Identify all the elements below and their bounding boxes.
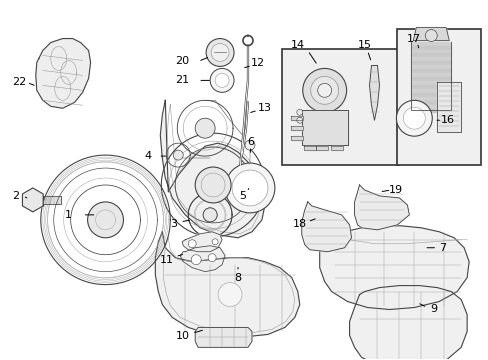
Circle shape	[218, 283, 242, 306]
Circle shape	[296, 117, 302, 123]
Text: 8: 8	[234, 273, 241, 283]
Circle shape	[206, 39, 234, 67]
Polygon shape	[410, 50, 450, 53]
Text: 11: 11	[160, 255, 174, 265]
Polygon shape	[319, 226, 468, 310]
Circle shape	[296, 109, 302, 115]
Text: 3: 3	[169, 219, 177, 229]
Circle shape	[173, 150, 183, 160]
Polygon shape	[182, 232, 222, 252]
Circle shape	[396, 100, 431, 136]
Polygon shape	[160, 100, 264, 238]
Text: 20: 20	[175, 57, 189, 67]
Polygon shape	[354, 185, 408, 230]
Text: 10: 10	[176, 332, 190, 341]
Polygon shape	[410, 69, 450, 72]
Polygon shape	[410, 97, 450, 100]
Text: 19: 19	[387, 185, 402, 195]
Circle shape	[244, 140, 254, 150]
Circle shape	[210, 68, 234, 92]
Polygon shape	[301, 110, 347, 145]
Circle shape	[302, 68, 346, 112]
Polygon shape	[330, 146, 342, 150]
Circle shape	[203, 208, 217, 222]
Circle shape	[195, 167, 230, 203]
Polygon shape	[369, 66, 379, 120]
Polygon shape	[410, 62, 450, 64]
Circle shape	[215, 73, 228, 87]
Polygon shape	[410, 41, 450, 45]
Polygon shape	[410, 81, 450, 84]
Circle shape	[87, 202, 123, 238]
Text: 5: 5	[239, 191, 246, 201]
Polygon shape	[410, 85, 450, 88]
Polygon shape	[410, 45, 450, 49]
Text: 15: 15	[357, 40, 371, 50]
Text: 18: 18	[292, 219, 306, 229]
Circle shape	[232, 170, 267, 206]
Polygon shape	[410, 101, 450, 104]
Circle shape	[191, 255, 201, 265]
Circle shape	[310, 76, 338, 104]
Polygon shape	[290, 126, 302, 130]
Polygon shape	[290, 116, 302, 120]
Text: 2: 2	[12, 191, 20, 201]
Text: 22: 22	[12, 77, 26, 87]
Text: 13: 13	[257, 103, 271, 113]
Polygon shape	[410, 105, 450, 108]
Circle shape	[317, 84, 331, 97]
Polygon shape	[301, 202, 351, 252]
Circle shape	[203, 208, 217, 222]
Polygon shape	[155, 232, 299, 337]
Circle shape	[195, 118, 215, 138]
Text: 7: 7	[438, 243, 445, 253]
Text: 6: 6	[247, 137, 254, 147]
Text: 1: 1	[65, 210, 72, 220]
Polygon shape	[22, 188, 43, 212]
Text: 14: 14	[290, 40, 304, 50]
Circle shape	[211, 44, 228, 62]
Text: 21: 21	[175, 75, 189, 85]
Polygon shape	[410, 73, 450, 76]
Polygon shape	[410, 66, 450, 68]
Polygon shape	[36, 39, 90, 108]
Polygon shape	[436, 82, 460, 132]
Circle shape	[212, 239, 218, 245]
Polygon shape	[410, 77, 450, 80]
Circle shape	[224, 163, 274, 213]
Text: 17: 17	[407, 33, 421, 44]
Polygon shape	[410, 54, 450, 57]
Polygon shape	[315, 146, 327, 150]
Polygon shape	[180, 246, 224, 272]
Polygon shape	[410, 58, 450, 60]
Circle shape	[208, 254, 216, 262]
Text: 4: 4	[144, 151, 152, 161]
Circle shape	[403, 107, 425, 129]
Polygon shape	[349, 285, 466, 360]
Polygon shape	[42, 196, 61, 204]
Polygon shape	[412, 28, 448, 41]
Polygon shape	[410, 93, 450, 96]
Polygon shape	[410, 89, 450, 92]
Bar	[281, 49, 399, 165]
Polygon shape	[303, 146, 315, 150]
Circle shape	[425, 30, 436, 41]
Bar	[397, 28, 480, 165]
Text: 12: 12	[250, 58, 264, 68]
Polygon shape	[410, 109, 450, 112]
Circle shape	[188, 240, 196, 248]
Polygon shape	[195, 328, 251, 347]
Text: 9: 9	[430, 305, 437, 315]
Text: 16: 16	[440, 115, 454, 125]
Polygon shape	[290, 136, 302, 140]
